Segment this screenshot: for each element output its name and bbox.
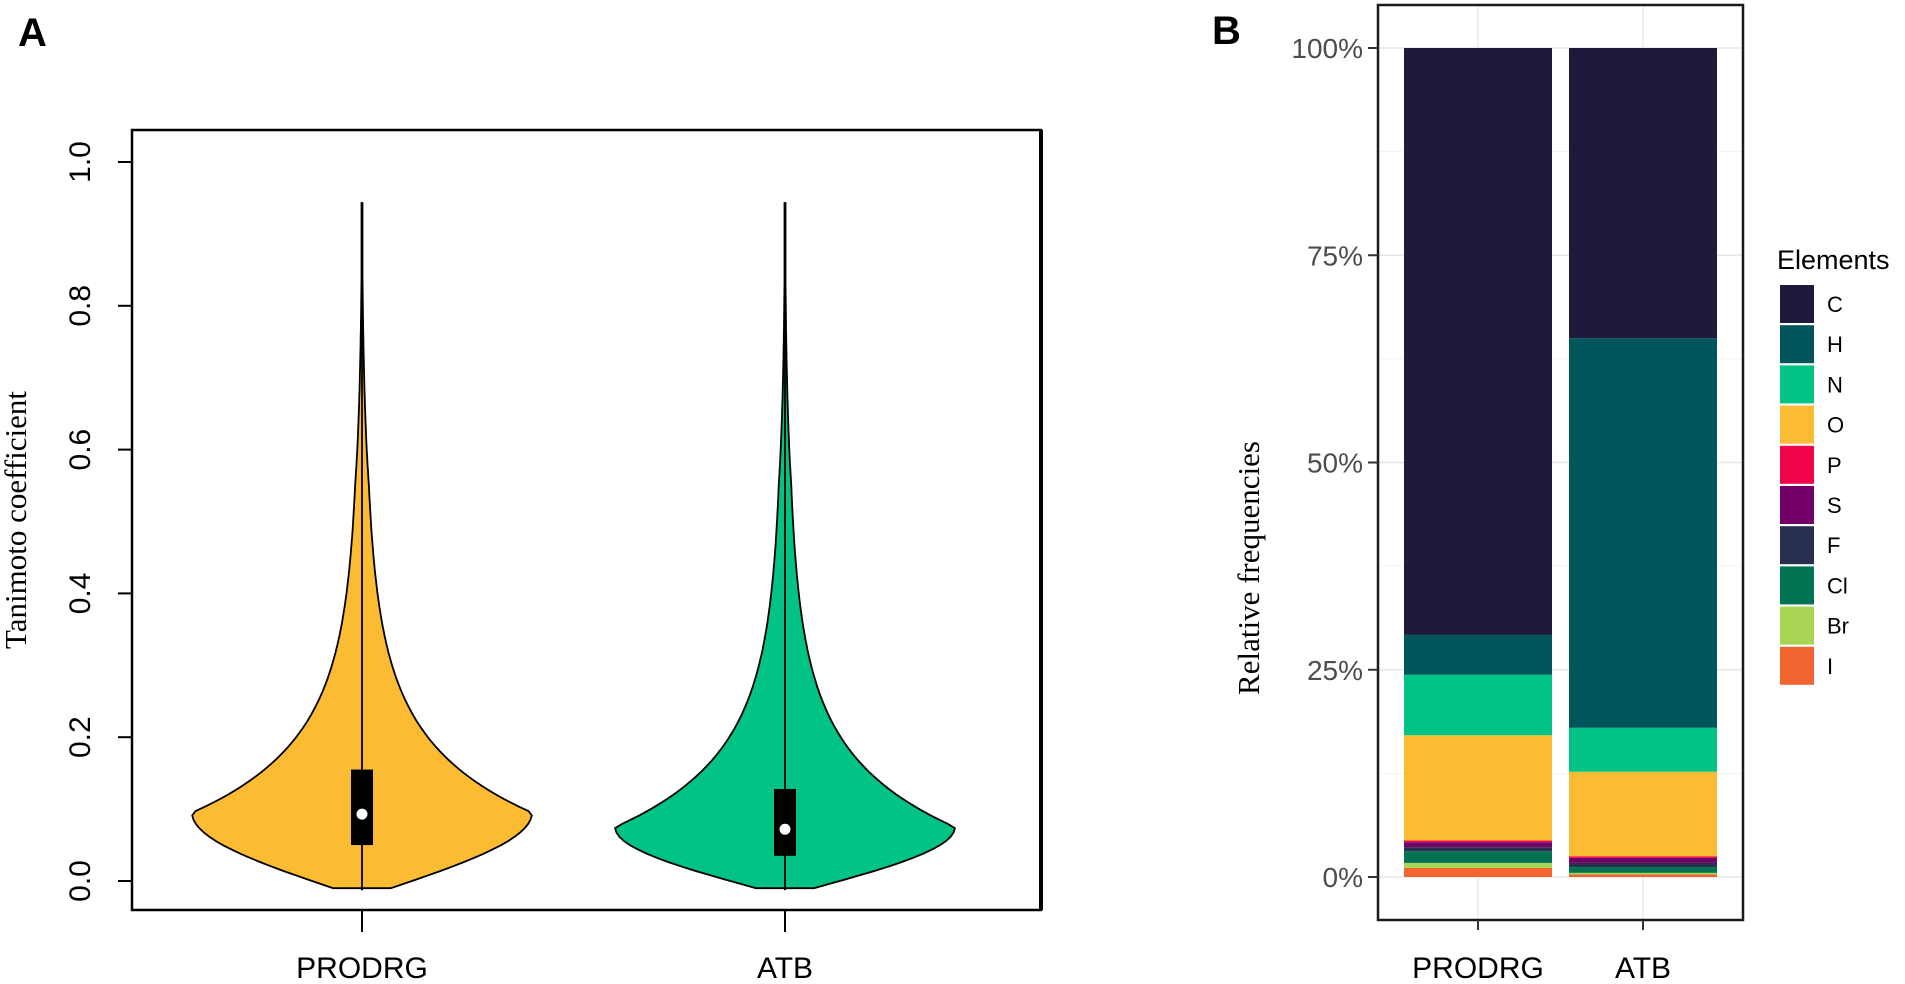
bar-segment-atb-n (1569, 727, 1717, 772)
median-dot-prodrg (356, 808, 368, 820)
legend-label-c: C (1827, 292, 1843, 317)
legend-swatch-i (1780, 646, 1814, 685)
panel-b-x-axis: PRODRG ATB (1412, 920, 1671, 984)
median-dot-atb (779, 823, 791, 835)
bar-segment-prodrg-i (1404, 867, 1552, 877)
y-tick-label: 100% (1291, 33, 1363, 64)
y-tick-label: 25% (1307, 655, 1363, 686)
legend-label-cl: Cl (1827, 573, 1848, 598)
legend-title: Elements (1777, 245, 1890, 275)
legend-label-o: O (1827, 413, 1844, 438)
bar-segment-prodrg-o (1404, 735, 1552, 841)
y-tick-label: 0.6 (64, 429, 97, 471)
y-tick-label: 75% (1307, 240, 1363, 271)
bar-segment-prodrg-c (1404, 48, 1552, 635)
x-tick-label: PRODRG (296, 952, 428, 984)
panel-b-bars (1404, 48, 1717, 877)
bar-segment-atb-f (1569, 862, 1717, 868)
panel-b-stacked-bar-chart: 0% 25% 50% 75% 100% PRODRG ATB Relative frequ… (1231, 3, 1890, 984)
legend-swatch-br (1780, 606, 1814, 645)
bar-segment-prodrg-cl (1404, 851, 1552, 863)
box-atb (774, 788, 796, 856)
bar-segment-atb-cl (1569, 867, 1717, 873)
bar-segment-prodrg-p (1404, 840, 1552, 843)
legend-label-p: P (1827, 453, 1842, 478)
legend-swatch-cl (1780, 566, 1814, 605)
legend-swatch-n (1780, 365, 1814, 404)
panel-b-y-axis-title: Relative frequencies (1231, 441, 1266, 695)
legend-swatch-c (1780, 285, 1814, 323)
bar-segment-atb-br (1569, 872, 1717, 875)
bar-segment-atb-h (1569, 338, 1717, 728)
legend-swatch-p (1780, 445, 1814, 484)
bar-segment-atb-i (1569, 874, 1717, 877)
legend-swatch-f (1780, 526, 1814, 565)
legend-label-h: H (1827, 332, 1843, 357)
y-tick-label: 0.4 (64, 573, 97, 615)
legend-label-i: I (1827, 654, 1833, 679)
x-tick-label: ATB (1615, 952, 1671, 984)
bar-segment-prodrg-h (1404, 634, 1552, 675)
bar-segment-atb-o (1569, 771, 1717, 857)
x-tick-label: PRODRG (1412, 952, 1544, 984)
legend-label-f: F (1827, 533, 1840, 558)
panel-letter-b: B (1212, 9, 1241, 53)
legend-label-n: N (1827, 372, 1843, 397)
bar-segment-prodrg-s (1404, 842, 1552, 848)
bar-segment-prodrg-br (1404, 862, 1552, 868)
y-tick-label: 0.0 (64, 860, 97, 902)
legend-label-s: S (1827, 493, 1842, 518)
panel-a-violin-chart: 0.0 0.2 0.4 0.6 0.8 1.0 PRODRG ATB Tanimoto co… (0, 128, 1043, 984)
legend-label-br: Br (1827, 614, 1849, 639)
panel-letter-a: A (18, 11, 47, 55)
bar-segment-prodrg-f (1404, 847, 1552, 852)
panel-a-x-axis: PRODRG ATB (296, 910, 813, 984)
panel-a-y-axis: 0.0 0.2 0.4 0.6 0.8 1.0 (64, 141, 132, 902)
violin-group (191, 202, 956, 891)
legend-swatch-o (1780, 405, 1814, 444)
bar-segment-atb-s (1569, 857, 1717, 863)
panel-a-y-axis-title: Tanimoto coefficient (0, 391, 33, 649)
x-tick-label: ATB (757, 952, 813, 984)
y-tick-label: 1.0 (64, 141, 97, 183)
bar-segment-atb-c (1569, 48, 1717, 339)
legend-swatch-s (1780, 486, 1814, 524)
y-tick-label: 0% (1323, 862, 1363, 893)
bar-segment-prodrg-n (1404, 674, 1552, 736)
y-tick-label: 0.8 (64, 285, 97, 327)
box-prodrg (351, 769, 373, 846)
y-tick-label: 0.2 (64, 716, 97, 758)
bar-segment-atb-p (1569, 856, 1717, 858)
legend-swatch-h (1780, 325, 1814, 364)
y-tick-label: 50% (1307, 448, 1363, 479)
panel-b-y-axis: 0% 25% 50% 75% 100% (1291, 33, 1378, 893)
